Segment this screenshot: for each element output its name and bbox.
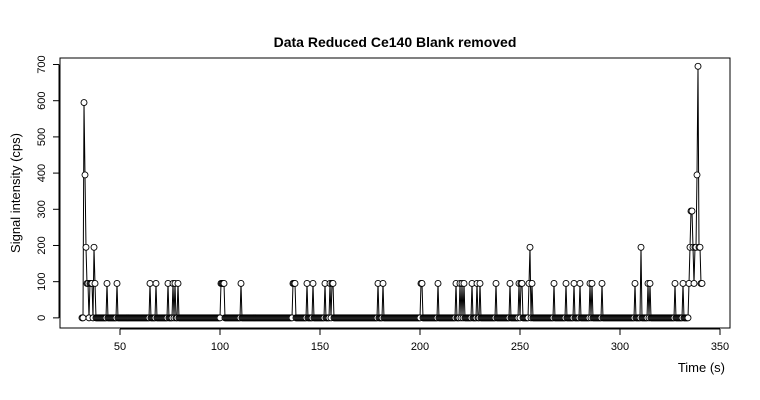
data-point xyxy=(146,280,154,287)
data-point xyxy=(694,62,702,70)
data-point xyxy=(528,280,536,287)
x-tick-label: 150 xyxy=(311,341,329,353)
y-axis: 0 100 200 300 400 500 600 700 xyxy=(36,55,60,321)
data-point xyxy=(80,99,88,106)
y-tick-label: 700 xyxy=(36,55,48,73)
data-point xyxy=(570,280,578,287)
data-point xyxy=(562,280,570,287)
data-point xyxy=(688,207,696,215)
y-tick-label: 600 xyxy=(36,92,48,110)
data-point xyxy=(174,280,182,287)
x-tick-label: 50 xyxy=(114,341,126,353)
x-tick-label: 100 xyxy=(211,341,229,353)
data-point xyxy=(684,314,692,322)
data-point xyxy=(113,280,121,287)
data-point xyxy=(646,280,654,287)
y-tick-label: 500 xyxy=(36,128,48,146)
data-point xyxy=(460,280,468,287)
chart-title: Data Reduced Ce140 Blank removed xyxy=(274,34,517,50)
data-point xyxy=(237,280,245,287)
data-point xyxy=(81,171,89,179)
data-point xyxy=(598,280,606,287)
plot-area xyxy=(59,57,731,329)
data-point xyxy=(526,243,534,251)
data-point xyxy=(329,280,337,287)
y-tick-label: 0 xyxy=(36,315,48,321)
data-points xyxy=(78,62,706,322)
data-point xyxy=(696,243,704,251)
data-point xyxy=(588,280,596,287)
y-tick-label: 100 xyxy=(36,272,48,290)
x-axis: 50 100 150 200 250 300 350 xyxy=(114,328,729,353)
data-point xyxy=(492,280,500,287)
data-point xyxy=(418,280,426,287)
data-point xyxy=(152,280,160,287)
data-point xyxy=(379,280,387,287)
data-point xyxy=(698,280,706,287)
data-point xyxy=(82,243,90,251)
data-point xyxy=(518,280,526,287)
data-point xyxy=(690,280,698,287)
data-point xyxy=(550,280,558,287)
data-point xyxy=(679,280,687,287)
x-tick-label: 350 xyxy=(711,341,729,353)
x-tick-label: 300 xyxy=(611,341,629,353)
data-point xyxy=(103,280,111,287)
series-group xyxy=(78,62,706,322)
data-point xyxy=(90,243,98,251)
data-point xyxy=(291,280,299,287)
data-point xyxy=(309,280,317,287)
x-tick-label: 200 xyxy=(411,341,429,353)
y-axis-label: Signal intensity (cps) xyxy=(8,133,23,253)
y-tick-label: 300 xyxy=(36,200,48,218)
data-point xyxy=(220,280,228,287)
data-point xyxy=(506,280,514,287)
data-point xyxy=(91,280,99,287)
data-point xyxy=(693,171,701,179)
data-point xyxy=(576,280,584,287)
x-tick-label: 250 xyxy=(511,341,529,353)
x-axis-label: Time (s) xyxy=(678,360,725,375)
data-point xyxy=(79,314,87,322)
data-point xyxy=(637,243,645,251)
data-point xyxy=(303,280,311,287)
data-point xyxy=(434,280,442,287)
data-point xyxy=(476,280,484,287)
data-point xyxy=(671,280,679,287)
data-point xyxy=(631,280,639,287)
y-tick-label: 200 xyxy=(36,236,48,254)
y-tick-label: 400 xyxy=(36,164,48,182)
